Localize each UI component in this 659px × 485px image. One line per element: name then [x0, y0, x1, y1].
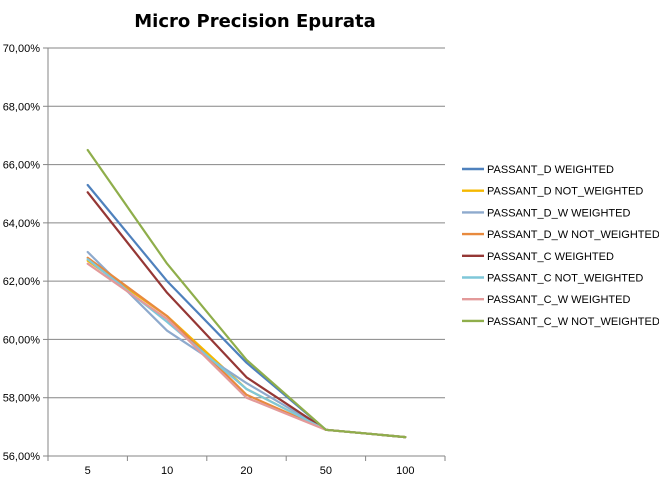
x-tick-label: 20: [240, 465, 252, 477]
legend-label: PASSANT_D NOT_WEIGHTED: [487, 186, 643, 198]
legend-item: PASSANT_D_W WEIGHTED: [462, 207, 630, 219]
x-tick-label: 50: [320, 465, 332, 477]
legend-label: PASSANT_C WEIGHTED: [487, 251, 614, 263]
series-line-3: [86, 250, 407, 439]
legend-label: PASSANT_D WEIGHTED: [487, 164, 614, 176]
legend: PASSANT_D WEIGHTED PASSANT_D NOT_WEIGHTED…: [462, 164, 659, 328]
legend-item: PASSANT_C_W WEIGHTED: [462, 294, 630, 306]
gridlines: [48, 47, 445, 399]
legend-item: PASSANT_D NOT_WEIGHTED: [462, 186, 643, 198]
legend-label: PASSANT_C_W NOT_WEIGHTED: [487, 316, 659, 328]
series-line-2: [86, 259, 407, 439]
x-axis-ticks: 5 10 20 50 100: [47, 456, 446, 477]
x-tick-label: 10: [161, 465, 173, 477]
legend-label: PASSANT_D_W WEIGHTED: [487, 207, 630, 219]
series-line-7: [86, 262, 407, 439]
y-tick-label: 66,00%: [3, 160, 41, 172]
legend-label: PASSANT_D_W NOT_WEIGHTED: [487, 229, 659, 241]
y-tick-label: 68,00%: [3, 101, 41, 113]
series-line-6: [86, 258, 407, 439]
series-lines: [86, 148, 407, 439]
legend-label: PASSANT_C_W WEIGHTED: [487, 294, 630, 306]
legend-label: PASSANT_C NOT_WEIGHTED: [487, 273, 643, 285]
y-axis-ticks: 56,00% 58,00% 60,00% 62,00% 64,00% 66,00% 68,0…: [3, 43, 48, 463]
y-tick-label: 62,00%: [3, 276, 41, 288]
chart-title: Micro Precision Epurata: [134, 11, 375, 32]
legend-item: PASSANT_C WEIGHTED: [462, 251, 614, 263]
series-line-4: [86, 256, 407, 439]
y-tick-label: 56,00%: [3, 451, 41, 463]
legend-item: PASSANT_D_W NOT_WEIGHTED: [462, 229, 659, 241]
x-tick-label: 5: [85, 465, 91, 477]
legend-item: PASSANT_C_W NOT_WEIGHTED: [462, 316, 659, 328]
x-tick-label: 100: [396, 465, 414, 477]
legend-item: PASSANT_D WEIGHTED: [462, 164, 614, 176]
y-tick-label: 58,00%: [3, 393, 41, 405]
series-line-5: [86, 191, 407, 439]
legend-item: PASSANT_C NOT_WEIGHTED: [462, 273, 643, 285]
y-tick-label: 64,00%: [3, 218, 41, 230]
series-line-8: [86, 148, 407, 439]
y-tick-label: 60,00%: [3, 334, 41, 346]
y-tick-label: 70,00%: [3, 43, 41, 55]
